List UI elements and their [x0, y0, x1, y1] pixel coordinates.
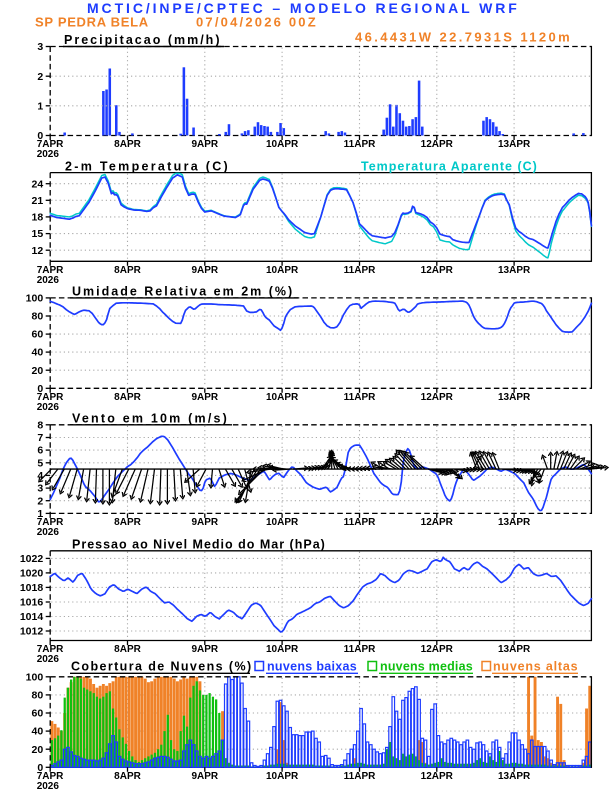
- svg-text:7APR: 7APR: [37, 771, 64, 782]
- svg-text:2026: 2026: [37, 402, 60, 413]
- svg-text:10APR: 10APR: [266, 771, 299, 782]
- svg-text:100: 100: [26, 293, 44, 305]
- svg-text:11APR: 11APR: [344, 392, 376, 403]
- svg-text:13APR: 13APR: [498, 517, 531, 528]
- svg-text:10APR: 10APR: [266, 139, 299, 150]
- svg-text:7APR: 7APR: [37, 517, 64, 528]
- svg-text:20: 20: [32, 365, 44, 377]
- svg-text:4: 4: [37, 470, 43, 482]
- svg-text:80: 80: [32, 690, 44, 702]
- svg-text:11APR: 11APR: [344, 265, 376, 276]
- svg-text:07/04/2026 00Z: 07/04/2026 00Z: [196, 15, 318, 30]
- svg-text:1012: 1012: [20, 626, 44, 638]
- svg-text:1018: 1018: [20, 582, 44, 594]
- svg-text:MCTIC/INPE/CPTEC – MODELO REGI: MCTIC/INPE/CPTEC – MODELO REGIONAL WRF: [87, 0, 520, 16]
- svg-text:nuvens medias: nuvens medias: [380, 660, 473, 674]
- svg-text:7APR: 7APR: [37, 644, 64, 655]
- svg-text:11APR: 11APR: [344, 517, 376, 528]
- svg-text:8APR: 8APR: [114, 392, 141, 403]
- svg-text:20: 20: [32, 744, 44, 756]
- svg-text:24: 24: [32, 178, 44, 190]
- svg-text:1: 1: [37, 508, 43, 520]
- svg-text:0: 0: [37, 130, 43, 142]
- svg-text:7APR: 7APR: [37, 392, 64, 403]
- svg-text:8APR: 8APR: [114, 265, 141, 276]
- svg-text:40: 40: [32, 726, 44, 738]
- svg-text:8APR: 8APR: [114, 139, 141, 150]
- svg-text:21: 21: [32, 195, 44, 207]
- svg-text:2-m Temperatura (C): 2-m Temperatura (C): [65, 159, 230, 173]
- svg-text:1020: 1020: [20, 568, 44, 580]
- svg-text:2026: 2026: [37, 527, 60, 538]
- svg-text:5: 5: [37, 457, 43, 469]
- svg-text:13APR: 13APR: [498, 265, 531, 276]
- svg-text:3: 3: [37, 483, 43, 495]
- svg-text:12APR: 12APR: [421, 392, 454, 403]
- svg-text:0: 0: [37, 383, 43, 395]
- svg-text:2: 2: [37, 71, 43, 83]
- svg-text:13APR: 13APR: [498, 644, 531, 655]
- svg-text:13APR: 13APR: [498, 392, 531, 403]
- svg-text:0: 0: [37, 762, 43, 774]
- svg-text:8APR: 8APR: [114, 644, 141, 655]
- svg-text:9APR: 9APR: [191, 392, 218, 403]
- svg-text:1016: 1016: [20, 597, 44, 609]
- svg-text:Pressao ao Nivel Medio do Mar: Pressao ao Nivel Medio do Mar (hPa): [72, 538, 326, 552]
- svg-text:18: 18: [32, 212, 44, 224]
- svg-text:10APR: 10APR: [266, 517, 299, 528]
- svg-text:Vento em 10m (m/s): Vento em 10m (m/s): [72, 412, 229, 426]
- svg-text:60: 60: [32, 329, 44, 341]
- svg-text:10APR: 10APR: [266, 392, 299, 403]
- svg-text:12APR: 12APR: [421, 644, 454, 655]
- svg-text:nuvens baixas: nuvens baixas: [267, 660, 357, 674]
- svg-text:1022: 1022: [20, 553, 44, 565]
- svg-text:13APR: 13APR: [498, 771, 531, 782]
- svg-text:9APR: 9APR: [191, 517, 218, 528]
- svg-text:2026: 2026: [37, 275, 60, 286]
- svg-text:12APR: 12APR: [421, 265, 454, 276]
- svg-text:Umidade Relativa em 2m (%): Umidade Relativa em 2m (%): [72, 285, 294, 299]
- svg-text:1: 1: [37, 100, 43, 112]
- svg-text:9APR: 9APR: [191, 644, 218, 655]
- svg-text:46.4431W 22.7931S 1120m: 46.4431W 22.7931S 1120m: [355, 30, 572, 45]
- svg-text:nuvens altas: nuvens altas: [493, 660, 578, 674]
- svg-text:6: 6: [37, 445, 43, 457]
- svg-text:7APR: 7APR: [37, 265, 64, 276]
- svg-text:13APR: 13APR: [498, 139, 531, 150]
- svg-text:2026: 2026: [37, 781, 60, 792]
- svg-text:Cobertura de Nuvens (%): Cobertura de Nuvens (%): [71, 660, 253, 674]
- svg-text:11APR: 11APR: [344, 644, 376, 655]
- svg-text:3: 3: [37, 41, 43, 53]
- svg-text:8: 8: [37, 419, 43, 431]
- svg-text:1014: 1014: [20, 611, 44, 623]
- svg-text:40: 40: [32, 347, 44, 359]
- svg-text:8APR: 8APR: [114, 517, 141, 528]
- svg-text:7APR: 7APR: [37, 139, 64, 150]
- svg-text:2026: 2026: [37, 654, 60, 665]
- svg-text:80: 80: [32, 311, 44, 323]
- svg-text:10APR: 10APR: [266, 265, 299, 276]
- svg-text:10APR: 10APR: [266, 644, 299, 655]
- svg-text:9APR: 9APR: [191, 265, 218, 276]
- svg-text:Temperatura Aparente (C): Temperatura Aparente (C): [361, 159, 538, 173]
- svg-text:11APR: 11APR: [344, 771, 376, 782]
- svg-text:9APR: 9APR: [191, 771, 218, 782]
- svg-text:9APR: 9APR: [191, 139, 218, 150]
- svg-text:SP PEDRA BELA: SP PEDRA BELA: [35, 15, 149, 30]
- svg-text:8APR: 8APR: [114, 771, 141, 782]
- svg-text:12APR: 12APR: [421, 517, 454, 528]
- svg-text:100: 100: [26, 671, 44, 683]
- svg-text:60: 60: [32, 708, 44, 720]
- svg-text:12APR: 12APR: [421, 139, 454, 150]
- svg-text:12APR: 12APR: [421, 771, 454, 782]
- svg-text:12: 12: [32, 245, 44, 257]
- svg-text:7: 7: [37, 432, 43, 444]
- svg-text:11APR: 11APR: [344, 139, 376, 150]
- svg-text:15: 15: [32, 228, 44, 240]
- svg-text:2026: 2026: [37, 149, 60, 160]
- svg-text:2: 2: [37, 495, 43, 507]
- svg-text:Precipitacao (mm/h): Precipitacao (mm/h): [64, 33, 221, 47]
